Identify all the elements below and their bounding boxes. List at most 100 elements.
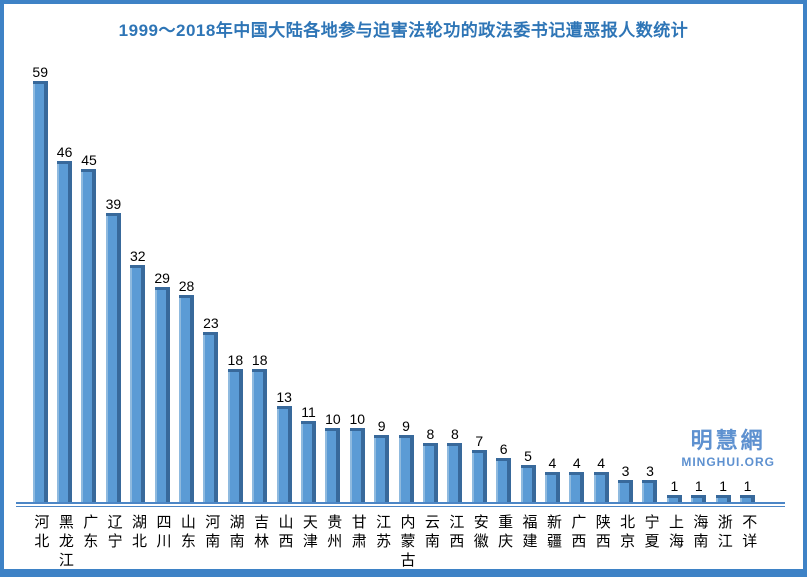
bar-column: 3 (613, 65, 637, 502)
minghui-watermark: 明慧網 MINGHUI.ORG (681, 428, 775, 470)
minghui-logo-text: 明慧網 (690, 428, 766, 453)
bar-value-label: 39 (105, 196, 122, 213)
bar-column: 1 (735, 65, 759, 502)
bar (642, 479, 658, 502)
bar-value-label: 3 (621, 462, 630, 479)
bar-column: 3 (638, 65, 662, 502)
bar (740, 494, 756, 502)
bar-column: 10 (345, 65, 369, 502)
category-label: 海南 (691, 514, 709, 552)
category-label: 北京 (618, 514, 636, 552)
bar-column: 46 (52, 65, 76, 502)
category-label: 天津 (300, 514, 318, 552)
bar (715, 494, 731, 502)
bar-column: 32 (126, 65, 150, 502)
category-label: 云南 (422, 514, 440, 552)
bar (496, 457, 512, 502)
bar-value-label: 11 (301, 403, 316, 420)
bar-column: 29 (150, 65, 174, 502)
bar (325, 427, 341, 502)
bar-value-label: 7 (475, 433, 484, 450)
bar-value-label: 45 (81, 151, 97, 168)
bar-value-label: 9 (377, 418, 386, 435)
x-axis-line (16, 502, 785, 507)
bar (544, 472, 560, 502)
bar-value-label: 32 (129, 247, 146, 264)
bar-value-label: 4 (548, 455, 557, 472)
bar (618, 479, 634, 502)
category-label: 湖南 (227, 514, 245, 552)
bar-value-label: 28 (178, 277, 195, 294)
category-label: 江苏 (374, 514, 392, 552)
bar (300, 420, 316, 502)
bar-value-label: 3 (646, 462, 654, 479)
bar-value-label: 10 (349, 410, 366, 427)
bar-value-label: 1 (694, 477, 703, 494)
bar-value-label: 1 (719, 477, 728, 494)
bar-column: 7 (467, 65, 491, 502)
bar-value-label: 5 (524, 447, 532, 464)
bar-column: 9 (369, 65, 393, 502)
bar-value-label: 8 (426, 425, 435, 442)
bar (691, 494, 707, 502)
bar (81, 168, 97, 502)
category-label: 辽宁 (105, 514, 123, 552)
category-labels-row: 河北 黑龙江 广东 辽宁 湖北 四川 山东 河南 湖南 吉林 山西 天津 贵州 甘肃 江苏 内蒙古 云南 江西 安徽… (16, 514, 785, 578)
bar (130, 264, 146, 502)
category-label: 不详 (740, 514, 758, 552)
bar-value-label: 59 (32, 64, 48, 80)
category-label: 陕西 (593, 514, 611, 552)
bar-column: 6 (491, 65, 515, 502)
bar (374, 435, 390, 502)
category-label: 内蒙古 (398, 514, 416, 571)
bar-column: 8 (418, 65, 442, 502)
category-label: 四川 (154, 514, 172, 552)
bar (227, 368, 243, 502)
bar (471, 450, 487, 502)
bar (252, 368, 268, 502)
bar (349, 427, 365, 502)
minghui-url-text: MINGHUI.ORG (681, 455, 775, 470)
chart-area: 59 46 45 39 32 29 28 23 18 18 13 11 10 10 9 9 8 8 7 6 5 4 4 4 3 3… (16, 65, 785, 578)
bar-value-label: 10 (325, 410, 341, 427)
bar-column: 4 (589, 65, 613, 502)
bar-column: 59 (28, 65, 52, 502)
category-label: 湖北 (130, 514, 148, 552)
category-label: 河北 (32, 514, 50, 552)
category-label: 新疆 (544, 514, 562, 552)
bar-value-label: 29 (154, 270, 170, 287)
category-label: 黑龙江 (56, 514, 74, 571)
category-label: 河南 (203, 514, 221, 552)
bar-column: 11 (296, 65, 320, 502)
bar-value-label: 4 (572, 455, 581, 472)
bar-value-label: 9 (402, 418, 410, 435)
bar (593, 472, 609, 502)
category-label: 安徽 (471, 514, 489, 552)
category-label: 山东 (178, 514, 196, 552)
bar-value-label: 8 (450, 425, 459, 442)
bars-row: 59 46 45 39 32 29 28 23 18 18 13 11 10 10 9 9 8 8 7 6 5 4 4 4 3 3… (16, 65, 785, 502)
bar-value-label: 1 (743, 477, 752, 494)
bar (422, 442, 438, 502)
bar-value-label: 1 (670, 477, 679, 494)
bar-value-label: 6 (499, 440, 508, 457)
bar (105, 213, 121, 502)
bar (447, 442, 463, 502)
bar-value-label: 13 (276, 388, 292, 405)
bar-column: 39 (101, 65, 125, 502)
bar-column: 10 (321, 65, 345, 502)
bar-value-label: 23 (203, 314, 219, 331)
category-label: 山西 (276, 514, 294, 552)
bar (398, 435, 414, 502)
bar-value-label: 4 (597, 455, 606, 472)
bar-column: 1 (662, 65, 686, 502)
bar-column: 4 (565, 65, 589, 502)
bar-value-label: 46 (56, 144, 73, 161)
category-label: 上海 (666, 514, 684, 552)
bar (179, 294, 195, 502)
bar-column: 8 (443, 65, 467, 502)
bar-column: 4 (540, 65, 564, 502)
bar-column: 13 (272, 65, 296, 502)
category-label: 江西 (447, 514, 465, 552)
